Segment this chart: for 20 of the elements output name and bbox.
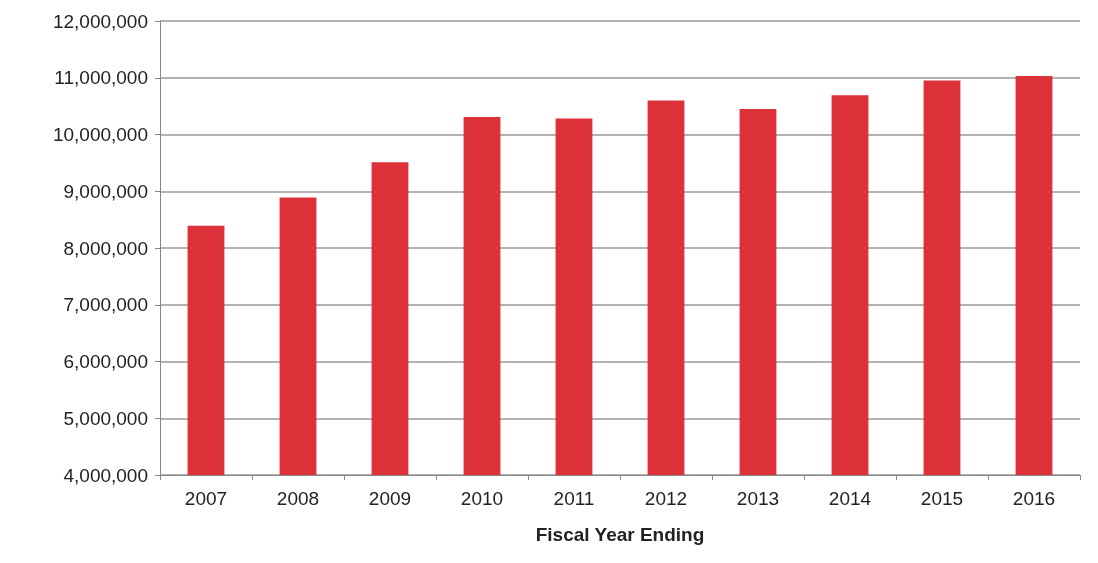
y-tick-label: 10,000,000 [52,124,148,145]
y-tick-label: 8,000,000 [63,237,148,259]
x-tick-label: 2013 [736,488,780,509]
x-tick-label: 2009 [368,488,412,509]
x-tick-label: 2014 [828,488,872,509]
y-tick-label: 11,000,000 [54,67,148,89]
x-axis-title: Fiscal Year Ending [535,524,705,545]
x-tick-label: 2012 [644,488,688,509]
y-tick-label: 9,000,000 [63,180,148,202]
x-tick-label: 2007 [184,488,228,509]
x-tick-label: 2010 [460,488,504,509]
x-tick-label: 2015 [920,488,964,509]
y-tick-label: 7,000,000 [63,294,148,316]
y-tick-label: 4,000,000 [63,464,148,486]
x-tick-label: 2008 [276,488,320,509]
y-tick-label: 6,000,000 [63,351,148,372]
x-tick-label: 2011 [553,488,595,509]
y-tick-label: 5,000,000 [63,407,148,429]
x-tick-label: 2016 [1012,488,1056,509]
y-tick-label: 12,000,000 [52,10,148,32]
